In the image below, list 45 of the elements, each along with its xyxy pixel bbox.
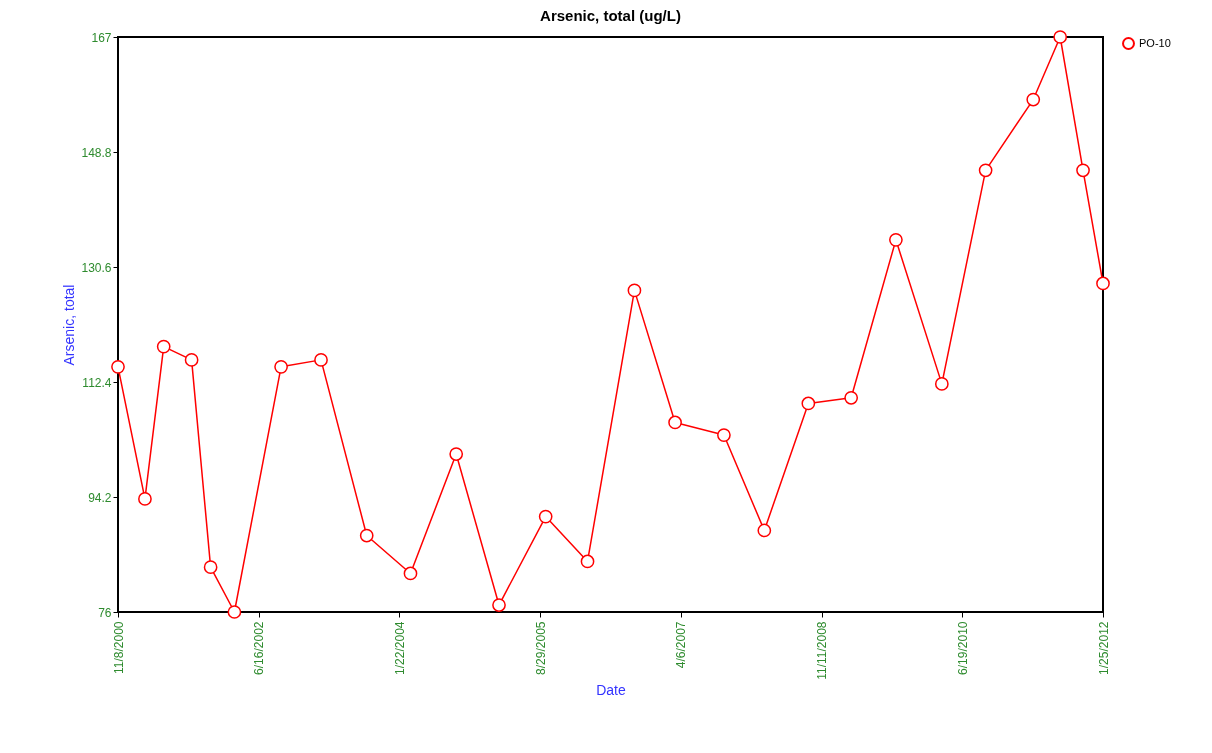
y-axis-title: Arsenic, total [61, 284, 78, 366]
point [934, 377, 949, 391]
x-tick-label: 11/8/2000 [111, 621, 126, 674]
point [203, 560, 218, 574]
point [757, 523, 772, 538]
x-tick-label: 11/11/2008 [815, 621, 830, 680]
point [889, 232, 903, 247]
point [717, 428, 731, 442]
point [359, 528, 374, 543]
x-axis-title: Date [596, 681, 626, 698]
point [449, 447, 464, 461]
point [627, 283, 642, 298]
point [801, 396, 816, 411]
chart-title: Arsenic, total (ug/L) [540, 6, 681, 24]
y-tick-label: 130.6 [81, 260, 112, 275]
point [580, 554, 595, 569]
y-tick-label: 112.4 [82, 375, 112, 390]
point [184, 353, 199, 367]
point [227, 605, 242, 619]
legend-label: PO-10 [1139, 36, 1171, 49]
point [844, 390, 859, 405]
point [111, 359, 125, 374]
x-tick-label: 6/16/2002 [252, 621, 267, 675]
point [668, 415, 682, 430]
x-tick-label: 8/29/2005 [533, 621, 548, 675]
point [274, 359, 288, 374]
point [138, 492, 152, 506]
point [156, 339, 171, 354]
point [1053, 30, 1068, 44]
y-tick-label: 167 [91, 30, 112, 45]
point [1096, 276, 1110, 291]
x-tick-label: 1/25/2012 [1096, 621, 1111, 675]
x-tick-label: 6/19/2010 [955, 621, 970, 675]
x-tick-label: 1/22/2004 [392, 621, 407, 675]
point [978, 163, 993, 178]
point [1076, 163, 1090, 178]
point [1026, 92, 1041, 107]
y-tick-label: 76 [98, 605, 112, 620]
point [314, 353, 328, 367]
y-tick-label: 148.8 [81, 145, 112, 160]
y-tick-label: 94.2 [88, 490, 112, 505]
point [538, 509, 553, 524]
x-tick-label: 4/6/2007 [674, 621, 689, 669]
point [403, 566, 418, 581]
point [492, 598, 506, 612]
